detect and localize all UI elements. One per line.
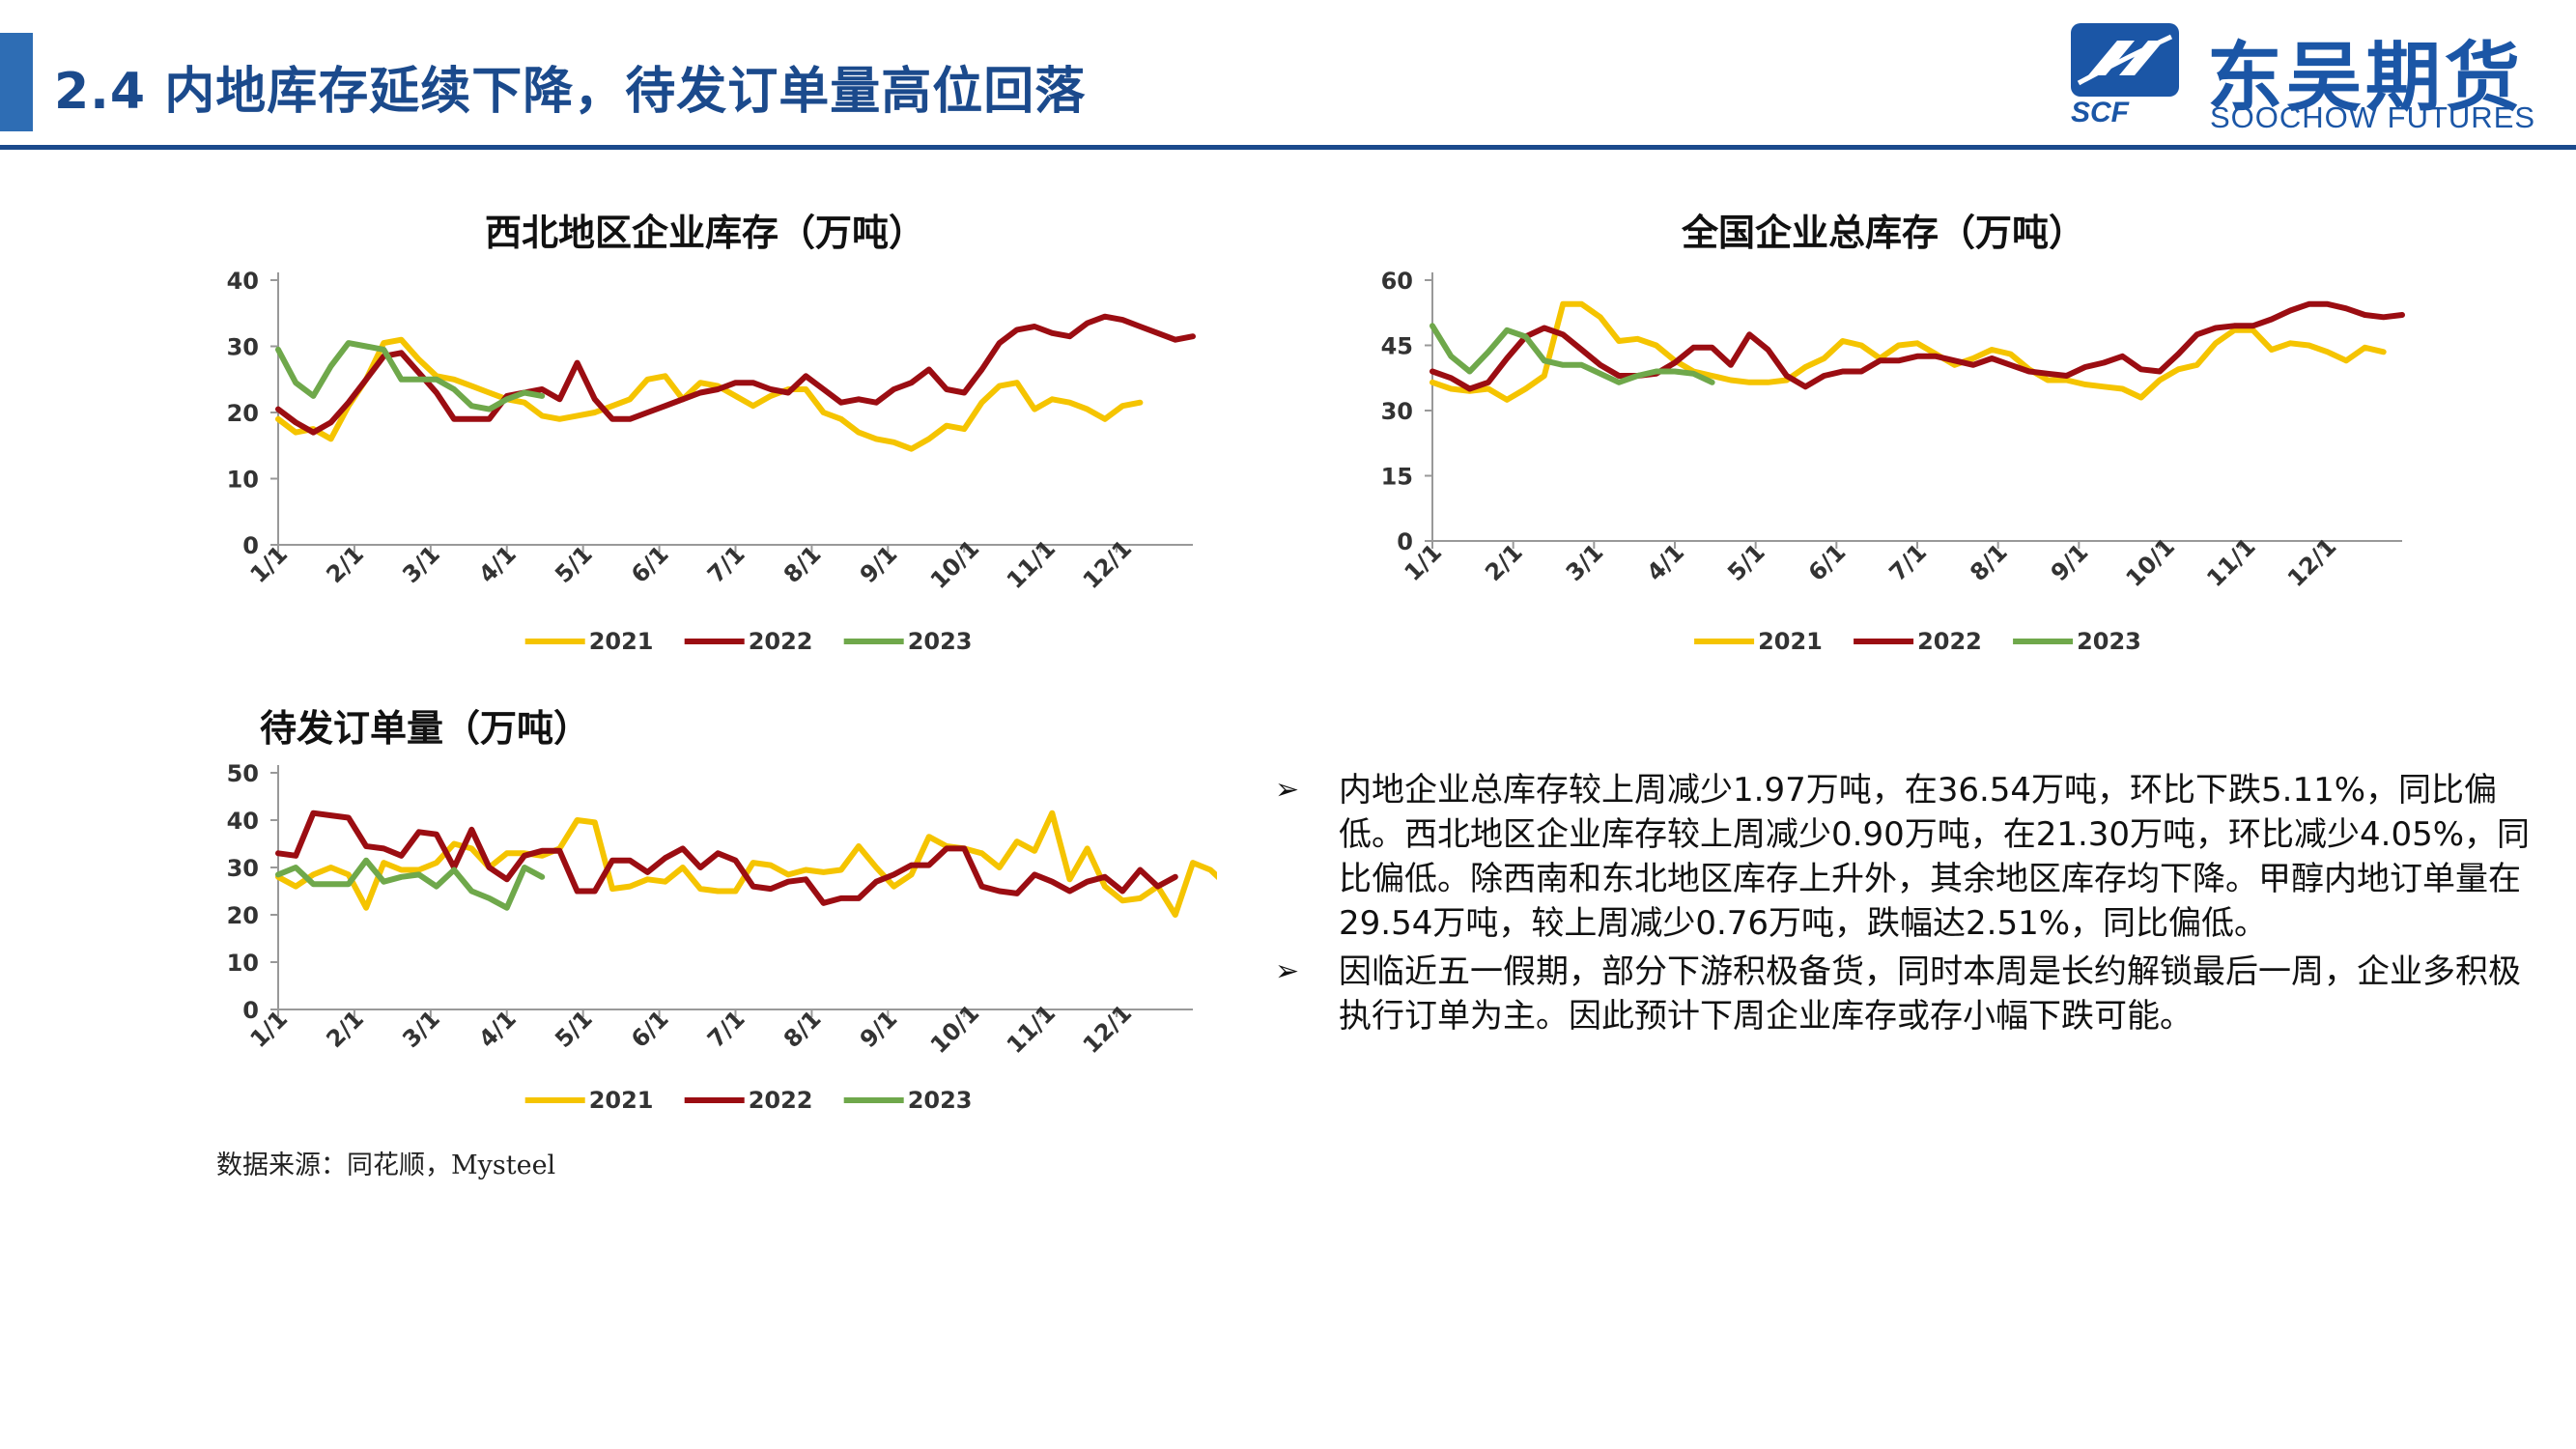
y-tick-label: 10 <box>227 467 259 494</box>
x-tick-label: 2/1 <box>1480 539 1528 587</box>
x-tick-label: 9/1 <box>855 541 903 589</box>
series-line-2021 <box>275 336 1144 452</box>
x-tick-label: 12/1 <box>1078 535 1137 594</box>
commentary-bullet: ➢ 因临近五一假期，部分下游积极备货，同时本周是长约解锁最后一周，企业多积极执行… <box>1275 950 2540 1038</box>
legend-label-2021: 2021 <box>589 628 654 655</box>
x-tick-label: 12/1 <box>1078 1000 1137 1059</box>
y-tick-label: 30 <box>1381 398 1413 425</box>
x-tick-label: 5/1 <box>550 1006 598 1054</box>
y-tick-label: 60 <box>1381 268 1413 295</box>
series-line-2022 <box>275 810 1178 906</box>
x-tick-label: 8/1 <box>1965 539 2013 587</box>
legend-label-2022: 2022 <box>749 1087 813 1114</box>
y-tick-label: 30 <box>227 334 259 361</box>
x-tick-label: 11/1 <box>1002 1000 1061 1059</box>
y-tick-label: 40 <box>227 268 259 295</box>
y-tick-label: 20 <box>227 400 259 427</box>
title-accent-bar <box>0 33 33 131</box>
y-tick-label: 50 <box>227 760 259 787</box>
series-line-2023 <box>275 857 546 911</box>
arrow-bullet-icon: ➢ <box>1275 773 1300 807</box>
commentary-bullet: ➢ 内地企业总库存较上周减少1.97万吨，在36.54万吨，环比下跌5.11%，… <box>1275 768 2540 946</box>
x-tick-label: 8/1 <box>778 1006 827 1054</box>
x-tick-label: 4/1 <box>473 1006 522 1054</box>
y-tick-label: 15 <box>1381 464 1413 491</box>
y-tick-label: 20 <box>227 902 259 929</box>
x-tick-label: 7/1 <box>702 1006 750 1054</box>
scf-logo-icon <box>2071 23 2179 97</box>
x-tick-label: 3/1 <box>397 1006 445 1054</box>
x-tick-label: 3/1 <box>1561 539 1609 587</box>
arrow-bullet-icon: ➢ <box>1275 954 1300 988</box>
series-line-2023 <box>275 340 546 412</box>
logo-english-name: SOOCHOW FUTURES <box>2210 100 2536 134</box>
commentary: ➢ 内地企业总库存较上周减少1.97万吨，在36.54万吨，环比下跌5.11%，… <box>1275 768 2540 1042</box>
y-tick-label: 45 <box>1381 333 1413 360</box>
page-title: 2.4 内地库存延续下降，待发订单量高位回落 <box>54 63 1087 121</box>
chart-title: 待发订单量（万吨） <box>259 707 590 750</box>
series-line-2023 <box>1430 323 1715 385</box>
series-line-2021 <box>1430 300 2387 403</box>
x-tick-label: 6/1 <box>626 541 674 589</box>
y-tick-label: 0 <box>1397 528 1413 555</box>
x-tick-label: 3/1 <box>397 541 445 589</box>
bullet-text: 因临近五一假期，部分下游积极备货，同时本周是长约解锁最后一周，企业多积极执行订单… <box>1339 952 2521 1036</box>
chart-title: 全国企业总库存（万吨） <box>1681 212 2085 254</box>
y-tick-label: 40 <box>227 808 259 835</box>
pending-orders-chart: 待发订单量（万吨） 0 10 20 30 40 50 1/1 2/1 3/1 4/1 5/1 6/1 7… <box>193 691 1217 1135</box>
legend-label-2022: 2022 <box>749 628 813 655</box>
x-tick-label: 8/1 <box>778 541 827 589</box>
x-tick-label: 10/1 <box>925 1000 984 1059</box>
x-tick-label: 6/1 <box>1803 539 1852 587</box>
x-tick-label: 7/1 <box>702 541 750 589</box>
legend-label-2023: 2023 <box>908 1087 973 1114</box>
x-tick-label: 11/1 <box>1002 535 1061 594</box>
legend-label-2021: 2021 <box>1758 628 1823 655</box>
x-tick-label: 4/1 <box>473 541 522 589</box>
logo-scf-text: SCF <box>2071 97 2129 128</box>
x-tick-label: 5/1 <box>1722 539 1770 587</box>
y-tick-label: 30 <box>227 855 259 882</box>
x-tick-label: 5/1 <box>550 541 598 589</box>
chart-title: 西北地区企业库存（万吨） <box>484 212 925 254</box>
data-source-note: 数据来源：同花顺，Mysteel <box>216 1151 556 1180</box>
legend-label-2022: 2022 <box>1917 628 1982 655</box>
y-tick-label: 10 <box>227 950 259 977</box>
x-tick-label: 10/1 <box>925 535 984 594</box>
x-tick-label: 2/1 <box>321 541 369 589</box>
legend-label-2023: 2023 <box>908 628 973 655</box>
national-inventory-chart: 全国企业总库存（万吨） 0 15 30 45 60 1/1 2/1 3/1 4/1 5/1 6/1 7… <box>1338 193 2429 676</box>
legend-label-2023: 2023 <box>2077 628 2141 655</box>
x-tick-label: 4/1 <box>1642 539 1690 587</box>
header-divider <box>0 145 2576 150</box>
x-tick-label: 9/1 <box>855 1006 903 1054</box>
x-tick-label: 6/1 <box>626 1006 674 1054</box>
logo-chinese-name: 东吴期货 <box>2207 35 2525 122</box>
header: 2.4 内地库存延续下降，待发订单量高位回落 SCF 东吴期货 SOOCHOW … <box>0 0 2576 155</box>
series-line-2022 <box>1430 300 2405 392</box>
legend-label-2021: 2021 <box>589 1087 654 1114</box>
series-line-2021 <box>275 810 1217 918</box>
y-tick-label: 0 <box>242 997 259 1024</box>
x-tick-label: 2/1 <box>321 1006 369 1054</box>
bullet-text: 内地企业总库存较上周减少1.97万吨，在36.54万吨，环比下跌5.11%，同比… <box>1339 771 2531 943</box>
y-tick-label: 0 <box>242 532 259 559</box>
series-line-2022 <box>275 313 1196 436</box>
x-tick-label: 7/1 <box>1884 539 1933 587</box>
x-tick-label: 9/1 <box>2046 539 2094 587</box>
northwest-inventory-chart: 西北地区企业库存（万吨） 0 10 20 30 40 1/1 2/1 3/1 4/1 5/1 6/1… <box>193 193 1217 676</box>
company-logo: SCF 东吴期货 SOOCHOW FUTURES <box>2067 15 2560 135</box>
